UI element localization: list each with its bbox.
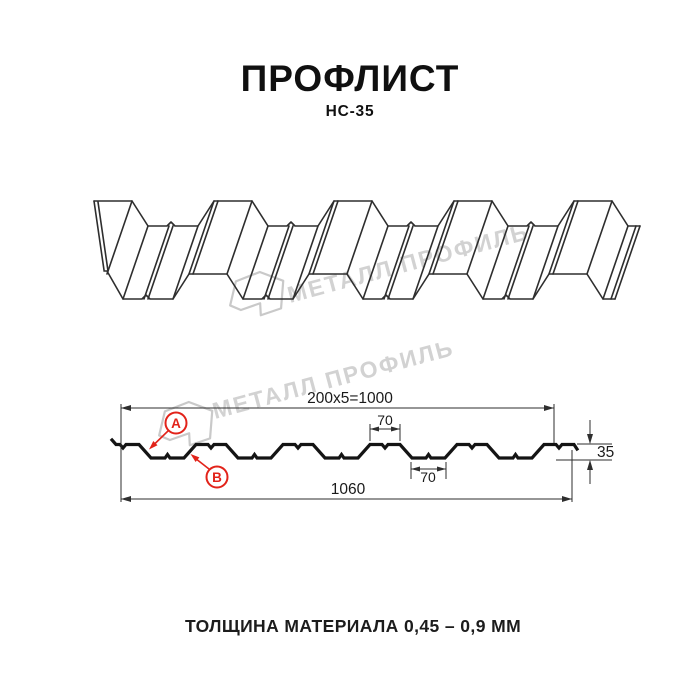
cross-section-profile [109,437,580,460]
callout-a: A [149,411,188,450]
callout-b: B [190,454,229,489]
profile-model-label: НС-35 [326,103,375,120]
dim-overall-width: 1060 [121,481,572,502]
callout-a-label: A [171,416,181,431]
watermark-2: МЕТАЛЛ ПРОФИЛЬ [158,334,457,447]
dim-top-flange: 70 [370,412,400,432]
profile-3d-far-edge [93,200,641,227]
profile-3d-rib-lines [106,200,641,300]
dim-height: 35 [587,420,614,484]
profile-3d-near-edge [103,270,616,300]
extension-lines [120,404,612,502]
dim-bottom-flange-label: 70 [420,469,436,485]
dim-pitch-total-label: 200x5=1000 [307,390,393,407]
profile-3d-drawing [93,200,641,300]
dim-bottom-flange: 70 [411,466,446,485]
watermark-1: МЕТАЛЛ ПРОФИЛЬ [229,218,532,317]
dim-pitch-total: 200x5=1000 [121,390,554,411]
watermark-text: МЕТАЛЛ ПРОФИЛЬ [210,334,457,424]
dim-top-flange-label: 70 [377,412,393,428]
page-title: ПРОФЛИСТ [241,58,460,99]
dim-height-label: 35 [597,444,614,461]
profile-3d-left-end [93,200,109,272]
material-thickness-note: ТОЛЩИНА МАТЕРИАЛА 0,45 – 0,9 ММ [185,616,521,636]
metall-profil-logo-icon [229,270,285,317]
dim-overall-width-label: 1060 [331,481,366,498]
callout-b-label: B [212,470,222,485]
cross-section-drawing: 200x5=1000 1060 70 70 35 [109,390,614,502]
